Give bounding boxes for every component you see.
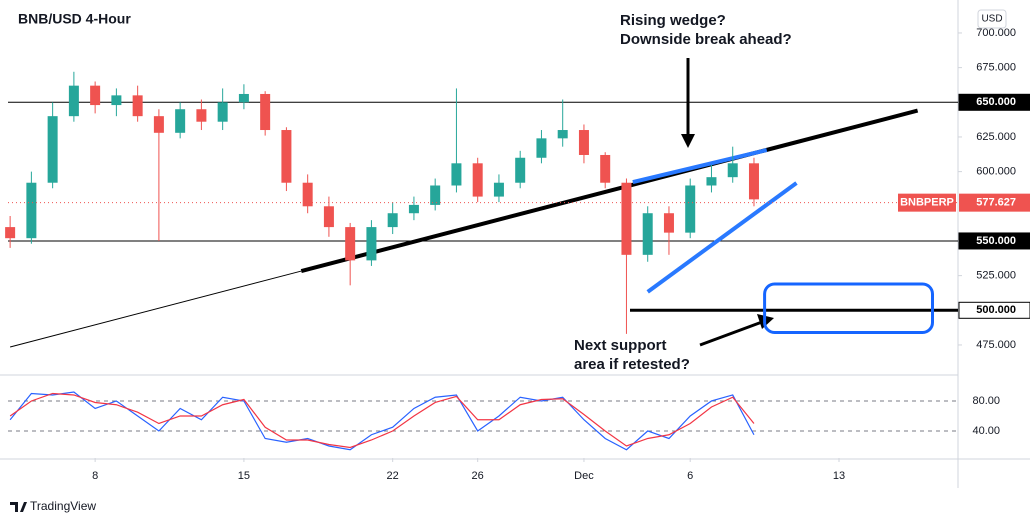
candle-body bbox=[323, 206, 334, 228]
candle-body bbox=[366, 227, 377, 261]
trendline bbox=[632, 148, 768, 184]
y-tick-label: 475.000 bbox=[976, 339, 1016, 351]
level-label-box bbox=[958, 232, 1030, 250]
branding: TradingView bbox=[30, 499, 96, 513]
annotation: Rising wedge? bbox=[620, 12, 726, 29]
stoch-tick-label: 80.00 bbox=[972, 395, 1000, 407]
stoch-line bbox=[9, 391, 755, 451]
level-label: 550.000 bbox=[976, 235, 1016, 247]
candle-body bbox=[281, 130, 292, 183]
candle-body bbox=[663, 213, 674, 233]
y-tick-label: 625.000 bbox=[976, 131, 1016, 143]
y-tick-label: 700.000 bbox=[976, 27, 1016, 39]
last-price-label: 577.627 bbox=[976, 197, 1016, 209]
stoch-tick-label: 40.00 bbox=[972, 425, 1000, 437]
support-zone bbox=[763, 282, 934, 334]
candle-body bbox=[302, 182, 313, 207]
candle-body bbox=[748, 163, 759, 200]
y-tick-label: 675.000 bbox=[976, 62, 1016, 74]
annotation: Next support bbox=[574, 337, 667, 354]
candle-body bbox=[621, 182, 632, 255]
level-label: 500.000 bbox=[976, 304, 1016, 316]
y-tick-label: 525.000 bbox=[976, 270, 1016, 282]
candle-body bbox=[578, 130, 589, 155]
candle-body bbox=[706, 177, 717, 186]
level-label-box bbox=[958, 93, 1030, 111]
candle-body bbox=[217, 102, 228, 122]
candle-body bbox=[153, 116, 164, 133]
currency-box bbox=[977, 9, 1007, 29]
candle-body bbox=[132, 95, 143, 117]
candle-body bbox=[238, 93, 249, 103]
candle-body bbox=[685, 185, 696, 233]
candle-body bbox=[111, 95, 122, 106]
candle-body bbox=[600, 154, 611, 183]
candle-body bbox=[493, 182, 504, 197]
candle-body bbox=[5, 227, 16, 239]
candle-body bbox=[90, 85, 101, 106]
candle-body bbox=[536, 138, 547, 158]
candle-body bbox=[345, 227, 356, 261]
level-label-box bbox=[958, 301, 1030, 319]
symbol-box bbox=[898, 193, 956, 212]
candle-body bbox=[727, 163, 738, 178]
trendline bbox=[646, 181, 798, 294]
candle-body bbox=[26, 182, 37, 239]
candle-body bbox=[408, 204, 419, 214]
candle-body bbox=[68, 85, 79, 117]
currency-label: USD bbox=[981, 14, 1002, 25]
x-tick-label: 22 bbox=[387, 470, 399, 482]
last-price-box bbox=[959, 193, 1030, 212]
stoch-line bbox=[9, 392, 755, 449]
candle-body bbox=[451, 163, 462, 186]
candle-body bbox=[47, 116, 58, 183]
candle-body bbox=[175, 109, 186, 133]
candle-body bbox=[387, 213, 398, 228]
x-tick-label: 13 bbox=[833, 470, 845, 482]
symbol-label: BNBPERP bbox=[900, 197, 954, 209]
candle-body bbox=[196, 109, 207, 122]
candle-body bbox=[515, 157, 526, 183]
level-label: 650.000 bbox=[976, 96, 1016, 108]
candle-body bbox=[430, 185, 441, 205]
candle-body bbox=[642, 213, 653, 255]
x-tick-label: 8 bbox=[92, 470, 98, 482]
trendline bbox=[300, 108, 919, 273]
annotation: area if retested? bbox=[574, 356, 690, 373]
logo bbox=[10, 502, 27, 512]
arrow bbox=[699, 320, 763, 347]
x-tick-label: Dec bbox=[574, 470, 594, 482]
candle-body bbox=[557, 130, 568, 139]
y-tick-label: 600.000 bbox=[976, 166, 1016, 178]
candle-body bbox=[472, 163, 483, 197]
chart-title: BNB/USD 4-Hour bbox=[18, 11, 131, 27]
x-tick-label: 26 bbox=[472, 470, 484, 482]
candle-body bbox=[260, 93, 271, 131]
x-tick-label: 15 bbox=[238, 470, 250, 482]
trendline bbox=[9, 270, 302, 348]
arrow-head bbox=[681, 134, 695, 148]
x-tick-label: 6 bbox=[687, 470, 693, 482]
annotation: Downside break ahead? bbox=[620, 31, 792, 48]
